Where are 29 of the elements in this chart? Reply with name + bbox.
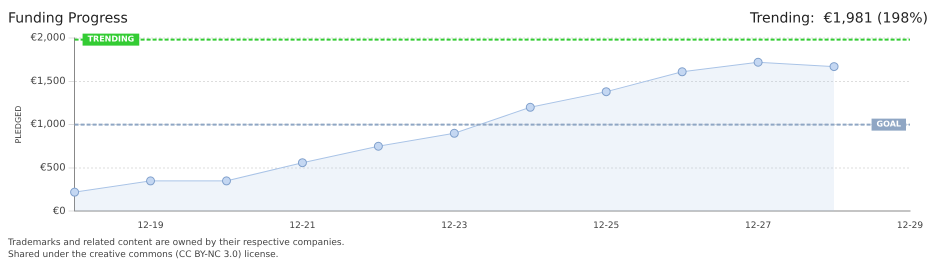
point <box>450 128 459 138</box>
y-axis-title: PLEDGED <box>14 106 23 144</box>
chart-title: Funding Progress <box>8 10 128 27</box>
text: Trademarks and related content are owned by their respective companies. <box>7 238 344 248</box>
y-tick-label: €2,000 <box>30 32 66 44</box>
y-tick-label: €0 <box>52 206 66 217</box>
point <box>374 142 383 151</box>
point <box>754 58 763 67</box>
y-tick-label: €500 <box>40 162 66 174</box>
point <box>678 67 687 76</box>
x-tick-label: 12-21 <box>289 220 316 231</box>
x-tick-label: 12-19 <box>137 220 164 231</box>
ref-line-label: GOAL <box>876 120 902 129</box>
ref-line-label: TRENDING <box>88 34 134 44</box>
x-tick-label: 12-27 <box>745 220 772 231</box>
x-tick-label: 12-29 <box>896 220 924 231</box>
point <box>602 87 611 96</box>
point <box>830 62 839 72</box>
x-tick-label: 12-25 <box>593 220 620 231</box>
point <box>526 102 535 112</box>
y-tick-label: €1,000 <box>30 119 66 130</box>
point <box>146 176 156 186</box>
text: Shared under the creative commons (CC BY-NC 3.0) license. <box>8 250 279 260</box>
point <box>298 158 307 168</box>
point <box>222 176 231 186</box>
point <box>70 188 80 197</box>
x-tick-label: 12-23 <box>441 220 468 231</box>
text: Trending: €1,981 (198%) <box>749 10 928 27</box>
y-tick-label: €1,500 <box>30 76 66 87</box>
